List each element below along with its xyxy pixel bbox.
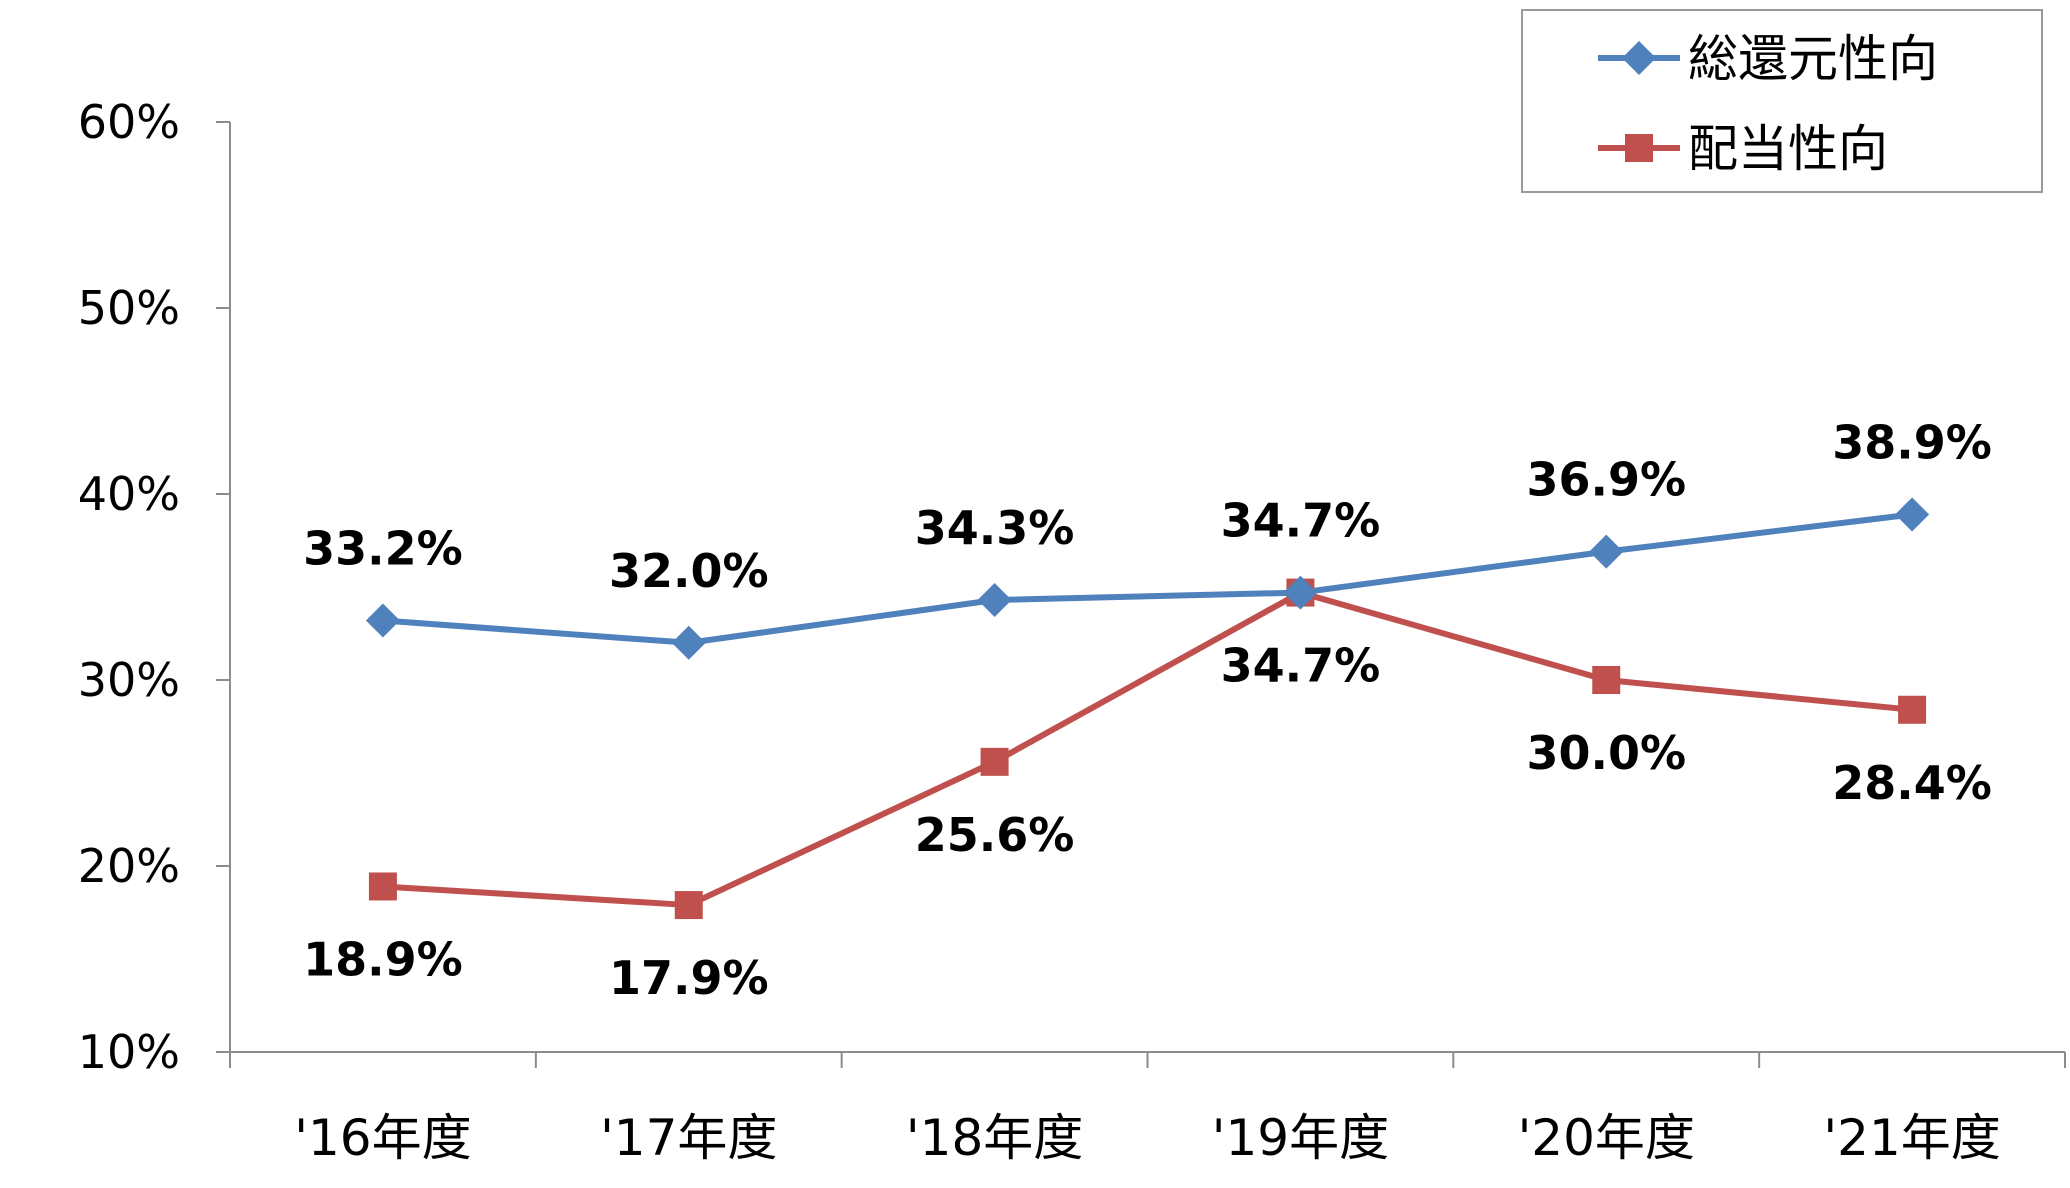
x-tick-label: '21年度 xyxy=(1823,1109,2000,1167)
data-label: 32.0% xyxy=(609,544,769,598)
chart-series xyxy=(365,497,1930,920)
diamond-marker xyxy=(1283,575,1318,610)
diamond-marker xyxy=(1895,497,1930,532)
data-label: 34.7% xyxy=(1221,494,1381,548)
y-tick-label: 20% xyxy=(78,839,180,893)
square-marker xyxy=(368,872,397,901)
data-label: 17.9% xyxy=(609,951,769,1005)
data-label: 34.3% xyxy=(915,501,1075,555)
diamond-marker xyxy=(365,603,400,638)
square-marker xyxy=(980,747,1009,776)
data-label: 28.4% xyxy=(1832,756,1992,810)
data-label: 36.9% xyxy=(1526,453,1686,507)
y-tick-label: 60% xyxy=(78,95,180,149)
square-marker xyxy=(674,891,703,920)
y-tick-label: 30% xyxy=(78,653,180,707)
y-tick-label: 40% xyxy=(78,467,180,521)
diamond-marker xyxy=(1589,534,1624,569)
y-axis-ticks: 10% 20% 30% 40% 50% 60% xyxy=(78,95,230,1079)
legend-label: 総還元性向 xyxy=(1688,30,1938,88)
x-tick-label: '18年度 xyxy=(906,1109,1083,1167)
legend-diamond-marker xyxy=(1622,41,1656,75)
legend-square-marker xyxy=(1625,134,1653,162)
y-tick-label: 10% xyxy=(78,1025,180,1079)
data-label: 34.7% xyxy=(1221,639,1381,693)
diamond-marker xyxy=(977,583,1012,618)
series-line-0 xyxy=(382,511,1913,646)
legend-label: 配当性向 xyxy=(1688,120,1888,178)
data-label: 18.9% xyxy=(303,932,463,986)
legend-box xyxy=(1521,9,2043,193)
data-label: 30.0% xyxy=(1526,726,1686,780)
chart-axes xyxy=(229,122,2065,1053)
series-line-1 xyxy=(382,589,1913,909)
x-tick-label: '19年度 xyxy=(1212,1109,1389,1167)
data-label: 38.9% xyxy=(1832,415,1992,469)
square-marker xyxy=(1898,695,1927,724)
x-axis-ticks: '16年度 '17年度 '18年度 '19年度 '20年度 '21年度 xyxy=(229,1052,2066,1167)
x-tick-label: '16年度 xyxy=(294,1109,471,1167)
data-labels: 33.2% 32.0% 34.3% 34.7% 36.9% 38.9% 18.9% 17.9%… xyxy=(303,415,1992,1005)
diamond-marker xyxy=(671,625,706,660)
data-label: 25.6% xyxy=(915,808,1075,862)
x-tick-label: '20年度 xyxy=(1518,1109,1695,1167)
y-tick-label: 50% xyxy=(78,281,180,335)
data-label: 33.2% xyxy=(303,521,463,575)
square-marker xyxy=(1592,666,1621,694)
x-tick-label: '17年度 xyxy=(600,1109,777,1167)
